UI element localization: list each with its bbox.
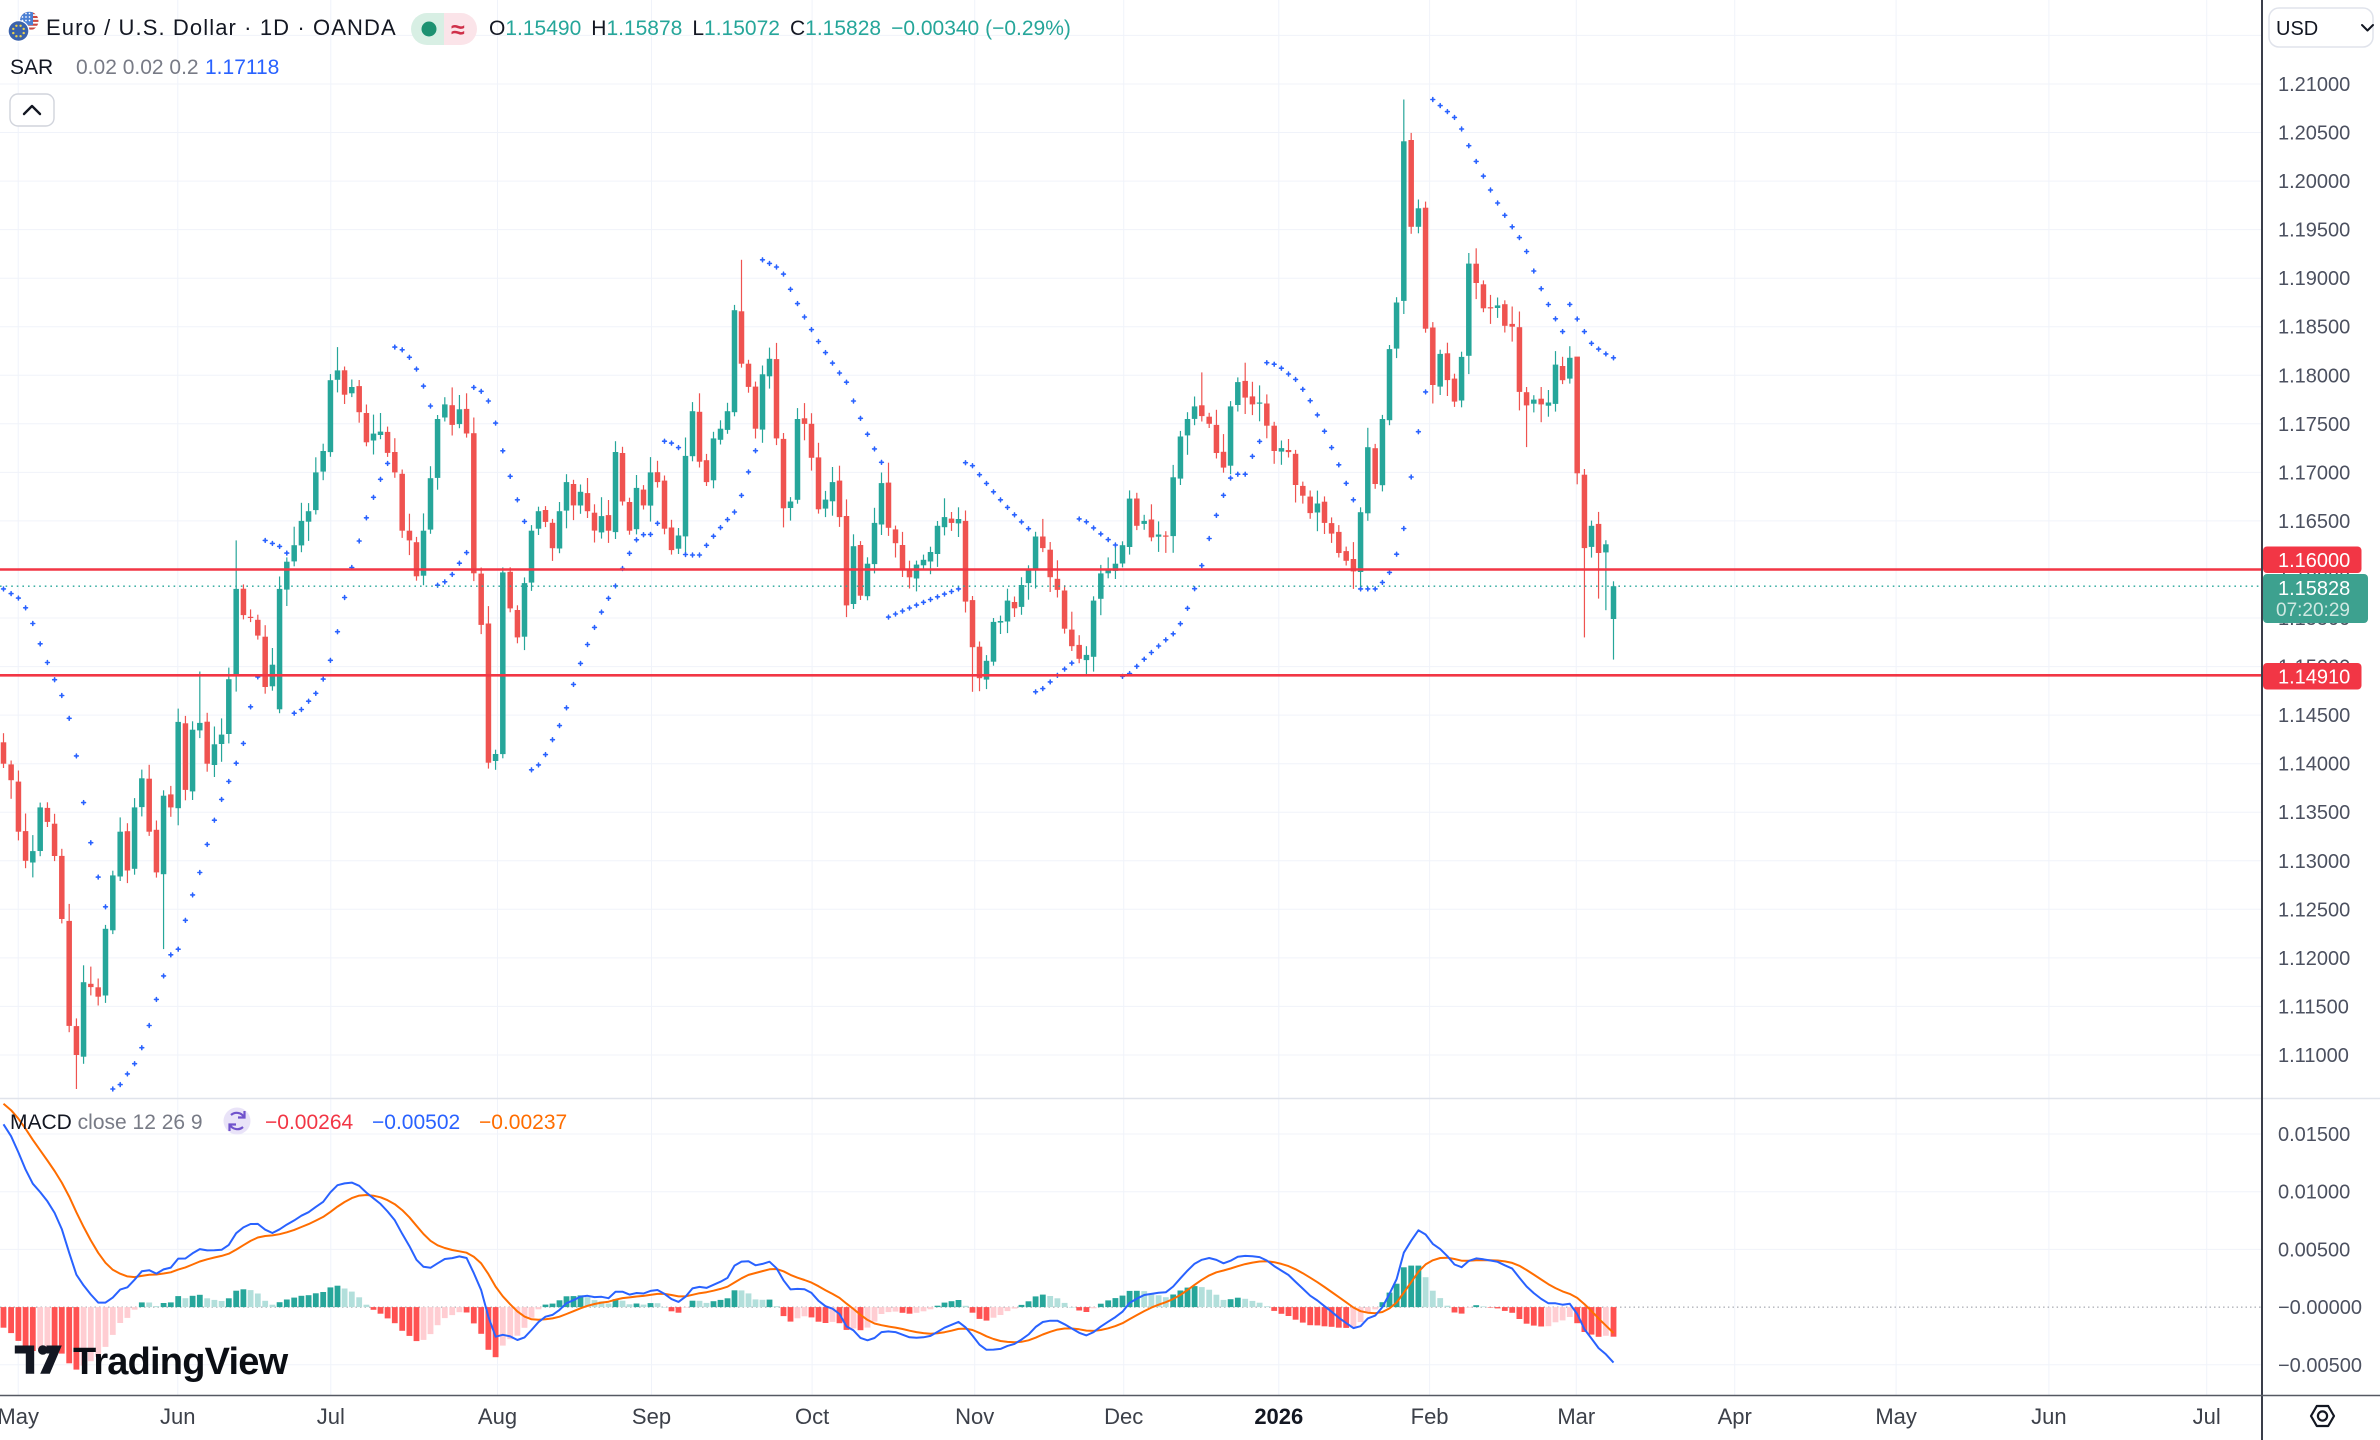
svg-text:Feb: Feb [1411,1404,1449,1429]
svg-text:−0.00000: −0.00000 [2278,1297,2362,1319]
svg-text:1.16000: 1.16000 [2278,550,2350,572]
svg-text:TradingView: TradingView [73,1341,289,1383]
svg-text:1.20500: 1.20500 [2278,123,2350,145]
svg-text:USD: USD [2276,18,2318,40]
svg-text:1.12500: 1.12500 [2278,899,2350,921]
svg-text:0.00500: 0.00500 [2278,1239,2350,1261]
svg-text:−0.00502: −0.00502 [372,1111,460,1134]
svg-text:1.13500: 1.13500 [2278,802,2350,824]
svg-text:0.01500: 0.01500 [2278,1124,2350,1146]
svg-text:Aug: Aug [478,1404,517,1429]
svg-text:Jul: Jul [2193,1404,2221,1429]
svg-text:−0.00237: −0.00237 [479,1111,567,1134]
svg-text:1.16500: 1.16500 [2278,511,2350,533]
svg-text:1.14910: 1.14910 [2278,667,2350,689]
svg-text:2026: 2026 [1254,1404,1303,1429]
svg-text:SAR: SAR [10,56,53,79]
svg-text:May: May [0,1404,39,1429]
svg-text:Jun: Jun [2031,1404,2066,1429]
svg-text:Sep: Sep [632,1404,671,1429]
svg-text:1.19000: 1.19000 [2278,268,2350,290]
svg-text:1.17500: 1.17500 [2278,414,2350,436]
svg-text:Dec: Dec [1104,1404,1143,1429]
svg-text:MACD close 12 26 9: MACD close 12 26 9 [10,1111,203,1134]
svg-text:07:20:29: 07:20:29 [2276,600,2350,621]
svg-text:−0.00500: −0.00500 [2278,1355,2362,1377]
svg-text:1.15828: 1.15828 [2278,578,2350,600]
svg-text:0.01000: 0.01000 [2278,1182,2350,1204]
svg-text:Jul: Jul [317,1404,345,1429]
svg-text:1.11000: 1.11000 [2278,1045,2349,1067]
svg-text:1.18500: 1.18500 [2278,317,2350,339]
svg-text:Jun: Jun [160,1404,195,1429]
svg-text:1.17118: 1.17118 [205,56,279,79]
svg-text:1.17000: 1.17000 [2278,462,2350,484]
svg-text:1.12000: 1.12000 [2278,948,2350,970]
svg-text:0.02 0.02 0.2: 0.02 0.02 0.2 [76,56,199,79]
svg-text:1.18000: 1.18000 [2278,365,2350,387]
svg-text:1.21000: 1.21000 [2278,74,2350,96]
svg-text:Nov: Nov [955,1404,994,1429]
svg-text:1.14500: 1.14500 [2278,705,2350,727]
svg-text:Mar: Mar [1557,1404,1595,1429]
svg-text:1.11500: 1.11500 [2278,996,2349,1018]
svg-text:1.13000: 1.13000 [2278,851,2350,873]
svg-text:Apr: Apr [1718,1404,1752,1429]
svg-text:≈: ≈ [451,16,465,44]
svg-text:−0.00264: −0.00264 [265,1111,353,1134]
svg-text:May: May [1875,1404,1917,1429]
svg-text:Euro / U.S. Dollar · 1D · OAND: Euro / U.S. Dollar · 1D · OANDA [46,15,397,40]
svg-text:1.14000: 1.14000 [2278,754,2350,776]
svg-text:Oct: Oct [795,1404,829,1429]
svg-text:1.20000: 1.20000 [2278,171,2350,193]
svg-text:1.19500: 1.19500 [2278,220,2350,242]
